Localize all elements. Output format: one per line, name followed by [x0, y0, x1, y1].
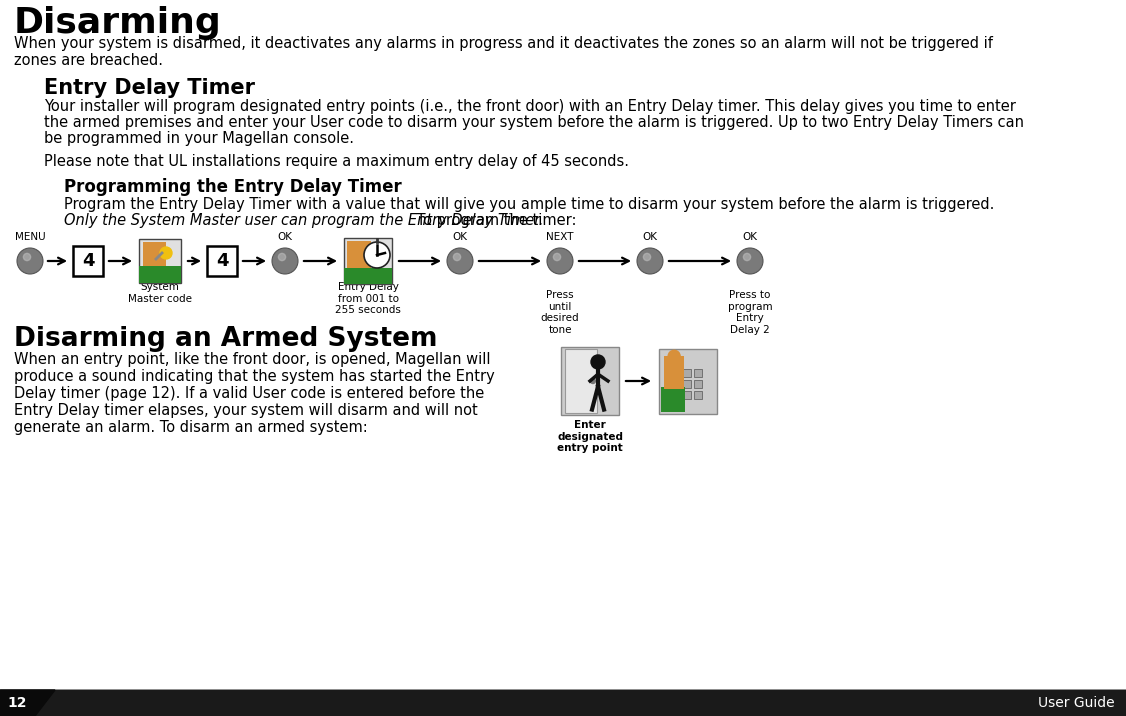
Bar: [683, 391, 691, 399]
Circle shape: [17, 248, 43, 274]
Text: Entry Delay
from 001 to
255 seconds: Entry Delay from 001 to 255 seconds: [336, 282, 401, 315]
Text: MENU: MENU: [15, 232, 45, 242]
Bar: [345, 238, 392, 284]
Text: OK: OK: [453, 232, 467, 242]
Text: zones are breached.: zones are breached.: [14, 53, 163, 68]
Bar: [683, 380, 691, 388]
Text: Enter
designated
entry point: Enter designated entry point: [557, 420, 623, 453]
Circle shape: [547, 248, 573, 274]
Bar: [694, 369, 701, 377]
Text: produce a sound indicating that the system has started the Entry: produce a sound indicating that the syst…: [14, 369, 494, 384]
Text: To program the timer:: To program the timer:: [412, 213, 577, 228]
Circle shape: [553, 253, 561, 261]
Text: Entry Delay timer elapses, your system will disarm and will not: Entry Delay timer elapses, your system w…: [14, 403, 477, 418]
Text: the armed premises and enter your User code to disarm your system before the ala: the armed premises and enter your User c…: [44, 115, 1024, 130]
Text: generate an alarm. To disarm an armed system:: generate an alarm. To disarm an armed sy…: [14, 420, 368, 435]
Circle shape: [668, 350, 680, 362]
Bar: [694, 391, 701, 399]
Text: be programmed in your Magellan console.: be programmed in your Magellan console.: [44, 131, 354, 146]
Text: Entry Delay Timer: Entry Delay Timer: [44, 78, 254, 98]
Text: Disarming an Armed System: Disarming an Armed System: [14, 326, 438, 352]
Text: Delay timer (page 12). If a valid User code is entered before the: Delay timer (page 12). If a valid User c…: [14, 386, 484, 401]
Bar: [683, 369, 691, 377]
Circle shape: [160, 247, 172, 259]
Circle shape: [24, 253, 30, 261]
Text: User code: User code: [662, 406, 714, 416]
Bar: [672, 391, 680, 399]
Text: Program the Entry Delay Timer with a value that will give you ample time to disa: Program the Entry Delay Timer with a val…: [64, 197, 994, 212]
Text: NEXT: NEXT: [546, 232, 574, 242]
Circle shape: [637, 248, 663, 274]
Text: Press
until
desired
tone: Press until desired tone: [540, 290, 579, 335]
Circle shape: [364, 242, 390, 268]
Text: OK: OK: [643, 232, 658, 242]
Text: When an entry point, like the front door, is opened, Magellan will: When an entry point, like the front door…: [14, 352, 491, 367]
Bar: [138, 266, 181, 283]
Text: Your installer will program designated entry points (i.e., the front door) with : Your installer will program designated e…: [44, 99, 1016, 114]
Bar: [138, 239, 181, 283]
Bar: [672, 369, 680, 377]
Circle shape: [454, 253, 461, 261]
Bar: [661, 387, 686, 412]
Text: When your system is disarmed, it deactivates any alarms in progress and it deact: When your system is disarmed, it deactiv…: [14, 36, 993, 51]
Text: OK: OK: [742, 232, 758, 242]
Bar: [664, 357, 685, 389]
Bar: [659, 349, 717, 414]
Bar: [672, 380, 680, 388]
Circle shape: [447, 248, 473, 274]
Bar: [143, 242, 167, 266]
Text: Press to
program
Entry
Delay 2: Press to program Entry Delay 2: [727, 290, 772, 335]
Text: 4: 4: [82, 252, 95, 270]
Text: OK: OK: [277, 232, 293, 242]
Text: 4: 4: [216, 252, 229, 270]
Text: Please note that UL installations require a maximum entry delay of 45 seconds.: Please note that UL installations requir…: [44, 154, 629, 169]
Text: Only the System Master user can program the Entry Delay Timer.: Only the System Master user can program …: [64, 213, 544, 228]
Text: Disarming: Disarming: [14, 6, 222, 40]
Bar: [694, 380, 701, 388]
Bar: [561, 347, 619, 415]
Circle shape: [738, 248, 763, 274]
Bar: [73, 246, 102, 276]
Bar: [207, 246, 236, 276]
Circle shape: [591, 355, 605, 369]
Circle shape: [743, 253, 751, 261]
Bar: [0, 690, 1126, 716]
Circle shape: [272, 248, 298, 274]
Text: System
Master code: System Master code: [128, 282, 193, 304]
Bar: [345, 268, 392, 284]
Circle shape: [278, 253, 286, 261]
Text: User Guide: User Guide: [1038, 696, 1115, 710]
Text: 12: 12: [7, 696, 27, 710]
Text: Programming the Entry Delay Timer: Programming the Entry Delay Timer: [64, 178, 402, 196]
Bar: [565, 349, 597, 413]
Circle shape: [643, 253, 651, 261]
Polygon shape: [0, 690, 55, 716]
Bar: [347, 241, 370, 268]
Circle shape: [590, 379, 596, 384]
